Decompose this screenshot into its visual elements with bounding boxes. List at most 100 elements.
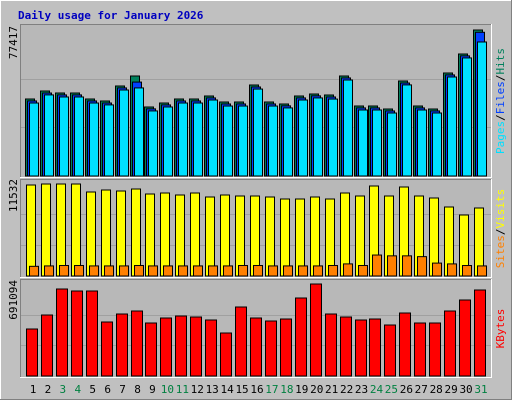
bar: [265, 196, 275, 277]
bar: [313, 97, 323, 177]
x-tick-label: 31: [474, 383, 487, 396]
bar: [163, 106, 173, 177]
bar: [116, 190, 126, 277]
bar: [175, 194, 185, 277]
bar: [41, 314, 53, 377]
bar: [89, 102, 99, 177]
bar: [235, 195, 245, 277]
bar: [372, 254, 382, 277]
legend-entry: Pages: [494, 121, 507, 154]
bar: [343, 263, 353, 277]
x-tick-label: 6: [104, 383, 111, 396]
bar: [86, 290, 98, 377]
bar: [29, 265, 39, 277]
legend: Sites/Visits: [494, 189, 507, 269]
bar: [462, 57, 472, 177]
x-tick-label: 15: [235, 383, 248, 396]
bar: [283, 107, 293, 177]
legend-entry: Files: [494, 81, 507, 114]
bar: [459, 299, 471, 377]
legend-entry: Hits: [494, 48, 507, 75]
y-tick-label: 11532: [7, 179, 20, 212]
bar: [193, 265, 203, 277]
y-tick-label: 691094: [7, 280, 20, 320]
bar: [310, 283, 322, 377]
bar: [429, 322, 441, 377]
bar: [432, 262, 442, 277]
bar: [193, 102, 203, 177]
bar: [145, 193, 155, 277]
bar: [387, 255, 397, 277]
bar: [295, 297, 307, 377]
bar: [148, 110, 158, 177]
bar: [44, 265, 54, 277]
bar: [163, 265, 173, 277]
bar: [74, 265, 84, 277]
bar: [134, 87, 144, 177]
bar: [402, 255, 412, 277]
bar: [295, 198, 305, 277]
bar: [283, 265, 293, 277]
x-tick-label: 23: [355, 383, 368, 396]
x-tick-label: 22: [340, 383, 353, 396]
bar: [358, 109, 368, 177]
bar: [387, 112, 397, 177]
bar: [310, 196, 320, 277]
bar: [56, 288, 68, 377]
x-tick-label: 2: [45, 383, 52, 396]
bar: [298, 99, 308, 177]
legend: Pages/Files/Hits: [494, 48, 507, 154]
bar: [205, 319, 217, 377]
x-tick-label: 28: [430, 383, 443, 396]
bar: [474, 289, 486, 377]
bar: [56, 183, 66, 277]
x-tick-label: 3: [60, 383, 67, 396]
bar: [402, 84, 412, 177]
bar: [444, 310, 456, 377]
bar: [41, 183, 51, 277]
bar: [253, 88, 263, 177]
bar: [253, 265, 263, 277]
bar: [369, 318, 381, 377]
bar: [59, 265, 69, 277]
bar: [328, 98, 338, 177]
bar: [89, 265, 99, 277]
x-tick-label: 16: [250, 383, 263, 396]
bar: [250, 195, 260, 277]
x-tick-label: 17: [265, 383, 278, 396]
x-tick-label: 9: [149, 383, 156, 396]
bar: [101, 189, 111, 277]
x-tick-label: 30: [459, 383, 472, 396]
bar: [268, 265, 278, 277]
bar: [119, 265, 129, 277]
x-tick-label: 19: [295, 383, 308, 396]
bar: [235, 306, 247, 377]
bar: [208, 99, 218, 177]
bar: [101, 321, 113, 377]
bar: [250, 317, 262, 377]
bar: [175, 315, 187, 377]
x-tick-label: 25: [385, 383, 398, 396]
bar: [223, 105, 233, 177]
bar: [313, 265, 323, 277]
x-tick-label: 20: [310, 383, 323, 396]
bar: [268, 105, 278, 177]
x-tick-label: 29: [445, 383, 458, 396]
bar: [160, 317, 172, 377]
bar: [462, 265, 472, 277]
bar: [44, 94, 54, 177]
bar: [86, 191, 96, 277]
bar: [477, 41, 487, 177]
bar: [104, 265, 114, 277]
bar: [414, 322, 426, 377]
bar: [116, 313, 128, 377]
bar: [238, 105, 248, 177]
bar: [399, 312, 411, 377]
bar: [131, 188, 141, 277]
bar: [298, 265, 308, 277]
legend-separator: /: [494, 75, 507, 82]
bar: [205, 196, 215, 277]
bar: [340, 316, 352, 377]
legend-separator: /: [494, 229, 507, 236]
